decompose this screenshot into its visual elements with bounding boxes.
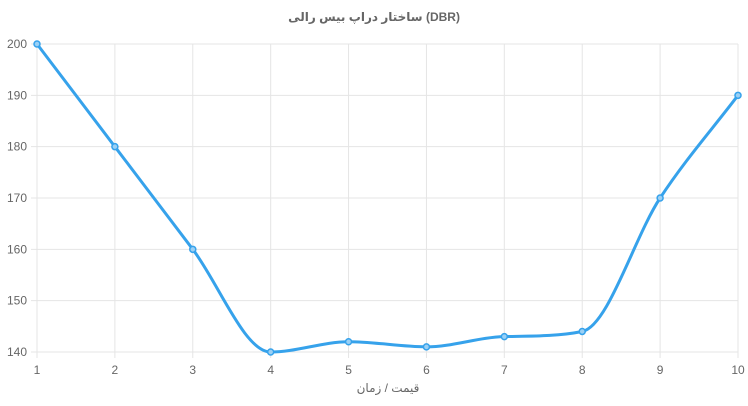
x-tick-label: 8: [579, 363, 586, 377]
y-tick-label: 150: [7, 294, 27, 308]
data-point[interactable]: [500, 332, 509, 341]
x-tick-label: 9: [657, 363, 664, 377]
data-point[interactable]: [111, 142, 119, 151]
y-tick-label: 170: [7, 191, 27, 205]
data-point[interactable]: [189, 245, 197, 254]
data-point[interactable]: [578, 327, 586, 336]
x-tick-label: 2: [112, 363, 119, 377]
y-tick-label: 200: [7, 37, 27, 51]
x-tick-label: 1: [34, 363, 41, 377]
x-tick-label: 5: [345, 363, 352, 377]
y-tick-label: 190: [7, 88, 27, 102]
data-point[interactable]: [266, 348, 275, 356]
data-point[interactable]: [656, 194, 664, 202]
y-axis: 140 150 160 170 180 190 200: [7, 37, 27, 359]
series-group: [33, 40, 742, 356]
x-axis-title: قیمت / زمان: [357, 381, 420, 396]
data-point[interactable]: [33, 40, 41, 48]
series-line: [35, 42, 740, 354]
data-point[interactable]: [344, 337, 353, 346]
y-tick-label: 160: [7, 242, 27, 256]
data-point[interactable]: [734, 91, 742, 100]
data-point[interactable]: [422, 343, 431, 351]
x-tick-label: 7: [501, 363, 508, 377]
y-tick-label: 140: [7, 345, 27, 359]
x-tick-label: 6: [423, 363, 430, 377]
grid: [31, 43, 739, 358]
x-tick-label: 4: [267, 363, 274, 377]
y-tick-label: 180: [7, 140, 27, 154]
chart-title: ساختار دراپ بیس رالی (DBR): [288, 10, 460, 24]
x-tick-label: 10: [731, 363, 745, 377]
x-tick-label: 3: [189, 363, 196, 377]
x-axis: 1 2 3 4 5 6 7 8 9 10: [34, 363, 745, 377]
